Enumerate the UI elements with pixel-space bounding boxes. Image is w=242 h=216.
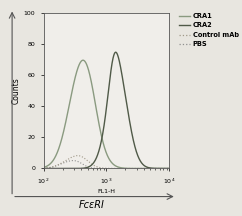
Text: FcεRI: FcεRI <box>79 200 105 210</box>
Y-axis label: Counts: Counts <box>12 77 21 104</box>
Text: FL1-H: FL1-H <box>98 189 115 194</box>
Legend: CRA1, CRA2, Control mAb, PBS: CRA1, CRA2, Control mAb, PBS <box>179 13 239 47</box>
